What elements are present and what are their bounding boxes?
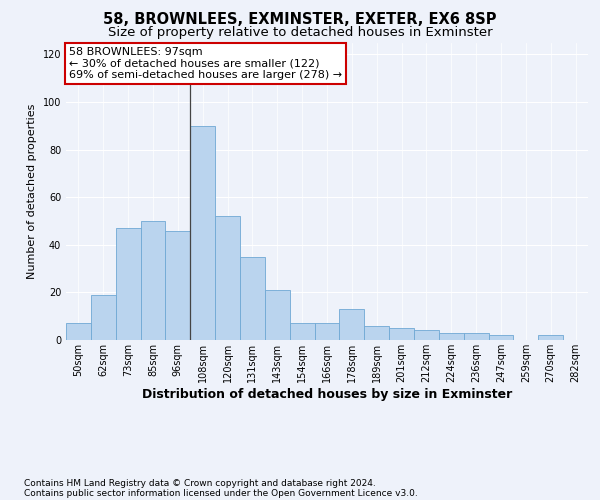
Text: Size of property relative to detached houses in Exminster: Size of property relative to detached ho… [107, 26, 493, 39]
Y-axis label: Number of detached properties: Number of detached properties [27, 104, 37, 279]
Bar [314, 324, 340, 340]
X-axis label: Distribution of detached houses by size in Exminster: Distribution of detached houses by size … [142, 388, 512, 400]
Bar [389, 328, 414, 340]
Bar [91, 295, 116, 340]
Bar [538, 335, 563, 340]
Bar [166, 230, 190, 340]
Bar [190, 126, 215, 340]
Bar [265, 290, 290, 340]
Bar [140, 221, 166, 340]
Bar [488, 335, 514, 340]
Bar [414, 330, 439, 340]
Bar [116, 228, 140, 340]
Bar [439, 333, 464, 340]
Text: Contains public sector information licensed under the Open Government Licence v3: Contains public sector information licen… [24, 488, 418, 498]
Text: 58 BROWNLEES: 97sqm
← 30% of detached houses are smaller (122)
69% of semi-detac: 58 BROWNLEES: 97sqm ← 30% of detached ho… [68, 47, 342, 80]
Bar [364, 326, 389, 340]
Bar [215, 216, 240, 340]
Bar [66, 324, 91, 340]
Bar [464, 333, 488, 340]
Text: Contains HM Land Registry data © Crown copyright and database right 2024.: Contains HM Land Registry data © Crown c… [24, 478, 376, 488]
Bar [340, 309, 364, 340]
Bar [290, 324, 314, 340]
Text: 58, BROWNLEES, EXMINSTER, EXETER, EX6 8SP: 58, BROWNLEES, EXMINSTER, EXETER, EX6 8S… [103, 12, 497, 28]
Bar [240, 256, 265, 340]
